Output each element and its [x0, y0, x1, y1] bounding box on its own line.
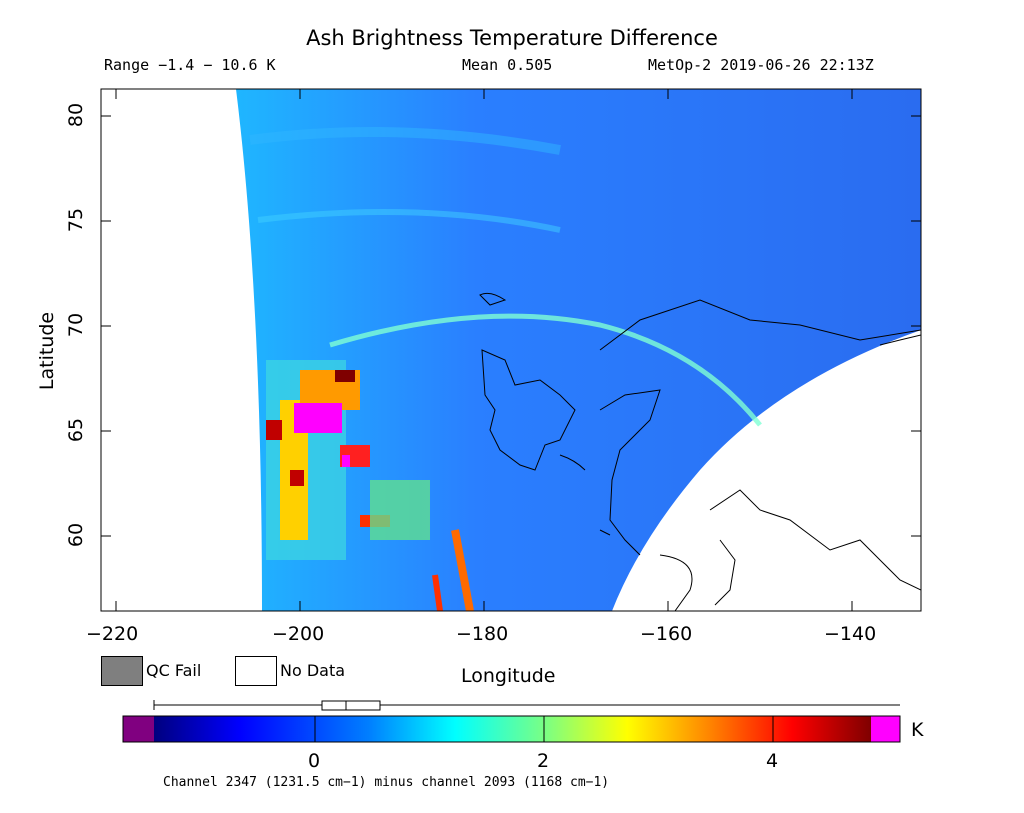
- channel-footer: Channel 2347 (1231.5 cm−1) minus channel…: [163, 775, 610, 790]
- y-tick-label: 65: [65, 417, 88, 443]
- no-data-swatch: [235, 656, 277, 686]
- x-tick-label: −200: [272, 623, 325, 645]
- colorbar-tick-label: 0: [308, 750, 321, 772]
- range-text: Range −1.4 − 10.6 K: [104, 56, 276, 74]
- scan-arc: [329, 313, 762, 427]
- x-axis-label: Longitude: [461, 665, 556, 687]
- qc-fail-label: QC Fail: [146, 661, 202, 680]
- x-tick-label: −220: [86, 623, 139, 645]
- y-tick-label: 75: [65, 207, 88, 233]
- y-tick-label: 80: [65, 102, 88, 128]
- no-data-label: No Data: [280, 661, 346, 680]
- colorbar-under: [123, 716, 154, 742]
- qc-fail-swatch: [101, 656, 143, 686]
- mean-text: Mean 0.505: [462, 56, 553, 74]
- colorbar-over: [871, 716, 900, 742]
- y-axis-label: Latitude: [36, 311, 59, 391]
- x-ticks: [115, 89, 853, 611]
- x-tick-label: −160: [640, 623, 693, 645]
- y-tick-label: 60: [65, 522, 88, 548]
- satellite-time: MetOp-2 2019-06-26 22:13Z: [648, 56, 874, 74]
- colorbar-ticks: [314, 716, 774, 742]
- x-tick-label: −140: [824, 623, 877, 645]
- map-title: Ash Brightness Temperature Difference: [306, 26, 718, 50]
- ash-plume: [266, 360, 474, 611]
- x-tick-label: −180: [456, 623, 509, 645]
- y-tick-label: 70: [65, 312, 88, 338]
- colorbar-tick-label: 4: [766, 750, 779, 772]
- plot-frame: [100, 88, 922, 612]
- y-ticks: [101, 115, 921, 537]
- colorbar-unit: K: [911, 719, 924, 741]
- colorbar-tick-label: 2: [537, 750, 550, 772]
- coastlines: [479, 292, 921, 611]
- colorbar-gradient: [154, 716, 871, 742]
